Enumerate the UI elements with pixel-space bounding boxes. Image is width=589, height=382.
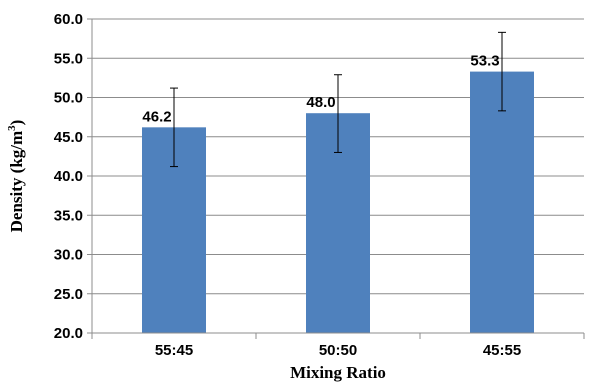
bars — [142, 71, 534, 333]
y-tick-label: 25.0 — [54, 286, 83, 303]
y-tick-label: 60.0 — [54, 11, 83, 28]
x-tick-label: 55:45 — [155, 342, 193, 359]
y-tick-label: 50.0 — [54, 90, 83, 107]
data-labels: 46.2 48.0 53.3 — [142, 53, 499, 126]
axes: 20.0 25.0 30.0 35.0 40.0 45.0 50.0 55.0 60.0 55:4… — [54, 11, 585, 359]
error-bars — [170, 31, 506, 168]
y-tick-label: 30.0 — [54, 247, 83, 264]
data-label: 48.0 — [306, 94, 335, 111]
bar — [470, 71, 534, 333]
x-tick-label: 50:50 — [319, 342, 357, 359]
y-tick-label: 40.0 — [54, 168, 83, 185]
x-tick-label: 45:55 — [483, 342, 521, 359]
data-label: 46.2 — [142, 108, 171, 125]
y-tick-label: 20.0 — [54, 325, 83, 342]
data-label: 53.3 — [470, 53, 499, 70]
y-axis-title-main: Density (kg/m — [7, 131, 26, 233]
y-tick-label: 45.0 — [54, 129, 83, 146]
y-axis-title: Density (kg/m3) — [6, 120, 26, 233]
y-axis-title-superscript: 3 — [6, 125, 18, 131]
y-axis-title-end: ) — [7, 120, 26, 126]
y-tick-label: 35.0 — [54, 207, 83, 224]
y-tick-label: 55.0 — [54, 50, 83, 67]
x-axis-title: Mixing Ratio — [290, 363, 386, 382]
